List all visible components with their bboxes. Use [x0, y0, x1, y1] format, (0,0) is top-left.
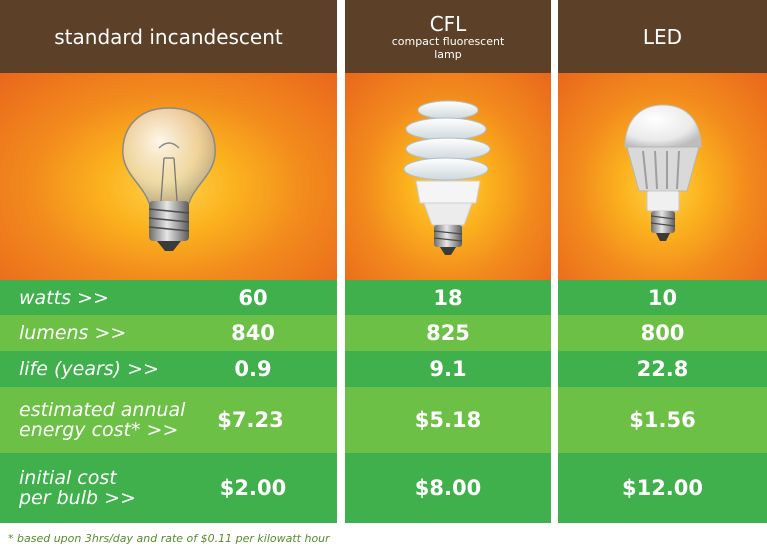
column-led: LED	[558, 0, 767, 523]
row-value: 825	[426, 321, 470, 345]
row-label: lumens >>	[19, 322, 127, 344]
incandescent-bulb-icon	[121, 107, 216, 251]
row-cell-led: 22.8	[558, 351, 767, 387]
row-value: 0.9	[234, 357, 272, 381]
row-value: $5.18	[414, 408, 482, 432]
column-title: LED	[642, 24, 683, 49]
row-value: $7.23	[217, 408, 284, 432]
column-subtitle: compact fluorescent lamp	[392, 35, 505, 61]
row-value: 9.1	[429, 357, 467, 381]
column-cfl: CFL compact fluorescent lamp	[345, 0, 551, 523]
row-label: estimated annual energy cost* >>	[19, 399, 186, 441]
column-header: standard incandescent	[0, 0, 337, 73]
row-cell-incandescent: watts >> 60	[0, 280, 337, 315]
row-cell-led: 800	[558, 315, 767, 351]
cfl-bulb-photo	[345, 73, 551, 280]
footnote: * based upon 3hrs/day and rate of $0.11 …	[8, 532, 330, 545]
row-value: $12.00	[621, 476, 704, 500]
row-cell-cfl: $8.00	[345, 453, 551, 523]
row-cell-incandescent: estimated annual energy cost* >> $7.23	[0, 387, 337, 453]
row-value: 18	[433, 285, 463, 310]
row-cell-cfl: 18	[345, 280, 551, 315]
column-title: CFL	[429, 11, 467, 36]
row-value: 10	[647, 285, 678, 310]
row-cell-incandescent: life (years) >> 0.9	[0, 351, 337, 387]
led-bulb-photo	[558, 73, 767, 280]
column-title: standard incandescent	[54, 24, 283, 49]
row-label: initial cost per bulb >>	[19, 467, 136, 509]
row-label: life (years) >>	[19, 358, 159, 380]
row-cell-incandescent: initial cost per bulb >> $2.00	[0, 453, 337, 523]
cfl-bulb-icon	[403, 100, 491, 255]
column-incandescent: standard incandescent	[0, 0, 337, 523]
row-cell-incandescent: lumens >> 840	[0, 315, 337, 351]
row-value: 22.8	[636, 357, 689, 381]
row-cell-cfl: $5.18	[345, 387, 551, 453]
row-label: watts >>	[19, 286, 109, 309]
row-cell-led: 10	[558, 280, 767, 315]
row-value: $2.00	[219, 476, 287, 500]
row-value: $1.56	[629, 408, 696, 432]
row-value: 60	[238, 285, 268, 310]
row-value: 840	[231, 321, 275, 345]
column-header: CFL compact fluorescent lamp	[345, 0, 551, 73]
led-bulb-icon	[623, 104, 702, 241]
column-header: LED	[558, 0, 767, 73]
row-cell-led: $12.00	[558, 453, 767, 523]
row-value: 800	[640, 321, 685, 345]
row-cell-cfl: 825	[345, 315, 551, 351]
row-cell-led: $1.56	[558, 387, 767, 453]
incandescent-bulb-photo	[0, 73, 337, 280]
column-subtitle-text: compact fluorescent lamp	[391, 34, 505, 61]
row-value: $8.00	[414, 476, 482, 500]
row-cell-cfl: 9.1	[345, 351, 551, 387]
